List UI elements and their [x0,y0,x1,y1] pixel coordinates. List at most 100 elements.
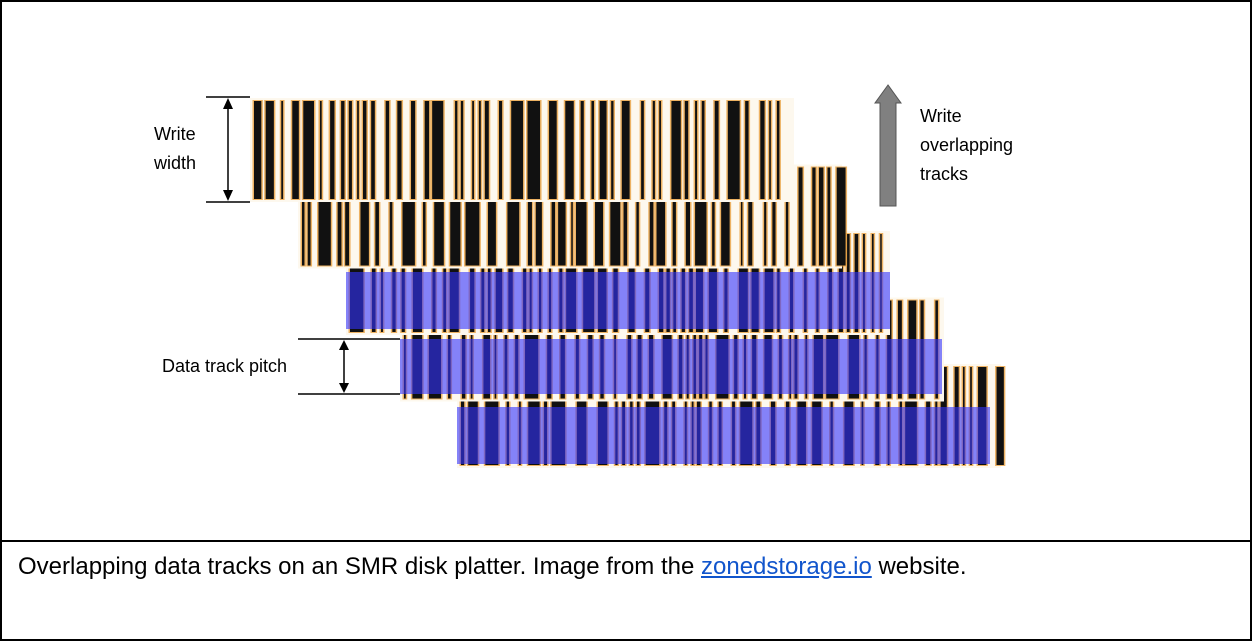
stripe [712,167,715,266]
stripe [345,167,350,266]
caption-text: website. [871,553,967,580]
caption: Overlapping data tracks on an SMR disk p… [18,550,1188,584]
stripe [636,167,639,266]
stripe [649,167,654,266]
stripe [348,101,352,199]
stripe [527,101,541,199]
stripe [303,101,315,199]
stripe [360,167,369,266]
stripe [450,167,461,266]
stripe [292,101,299,199]
stripe [656,167,666,266]
stripe [478,101,481,199]
stripe [798,167,803,266]
stripe [511,101,524,199]
stripe [375,167,379,266]
stripe [623,167,628,266]
arrow-head [339,340,349,350]
stripe [772,167,776,266]
stripe [565,101,574,199]
stripe [357,101,359,199]
stripe [721,167,730,266]
stripe [265,101,274,199]
caption-text: Overlapping data tracks on an SMR disk p… [18,553,701,580]
stripe [818,167,824,266]
stripe [330,101,335,199]
stripe [652,101,655,199]
stripe [701,101,705,199]
stripe [610,167,621,266]
stripe [571,167,573,266]
stripe [599,101,607,199]
stripe [319,101,322,199]
caption-link[interactable]: zonedstorage.io [701,553,872,580]
blue-overlay [400,339,942,394]
stripe [621,101,630,199]
write-width-label: Write width [154,124,197,173]
stripe [641,101,644,199]
stripe [764,167,767,266]
blue-overlay [346,272,890,329]
stripe [424,101,430,199]
stripe [748,167,753,266]
stripe [695,101,698,199]
stripe [812,167,816,266]
stripe [535,167,542,266]
stripe [362,101,367,199]
write-width-marker [206,96,250,203]
stripe [460,101,464,199]
write-direction-arrow [874,84,902,207]
stripe [499,101,503,199]
stripe [432,101,444,199]
pitch-label: Data track pitch [162,356,288,376]
stripe [785,167,789,266]
stripe [695,167,707,266]
stripe [827,167,831,266]
stripe [549,101,557,199]
stripe [671,101,681,199]
arrow-head [339,383,349,393]
stripe [423,167,426,266]
stripe [254,101,262,199]
pitch-marker [298,338,400,395]
stripe [760,101,765,199]
stripe [385,101,390,199]
stripe [307,167,311,266]
stripe [591,101,594,199]
stripe [281,101,284,199]
blue-overlays [346,272,990,464]
stripe [672,167,676,266]
stripe [484,101,489,199]
stripe [580,101,584,199]
stripe [685,167,691,266]
stripe [745,101,749,199]
stripe [769,101,771,199]
blue-overlay [457,407,990,464]
stripe [740,167,743,266]
stripe [472,101,474,199]
stripe [389,167,393,266]
stripe [996,367,1004,465]
stripe [595,167,604,266]
stripe [527,167,532,266]
stripe [434,167,444,266]
stripe [558,167,566,266]
stripe [575,167,587,266]
stripe [371,101,375,199]
stripe [411,101,416,199]
stripe [727,101,740,199]
stripe [684,101,689,199]
stripe [455,101,458,199]
diagram [206,84,1006,468]
stripe [397,101,402,199]
figure: Write width Write overlapping tracks Dat… [2,2,1250,542]
stripe [659,101,661,199]
stripe [337,167,342,266]
stripe [776,101,780,199]
write-direction-label: Write overlapping tracks [920,106,1014,184]
stripe [551,167,556,266]
stripe [507,167,520,266]
stripe [714,101,719,199]
stripe [302,167,305,266]
